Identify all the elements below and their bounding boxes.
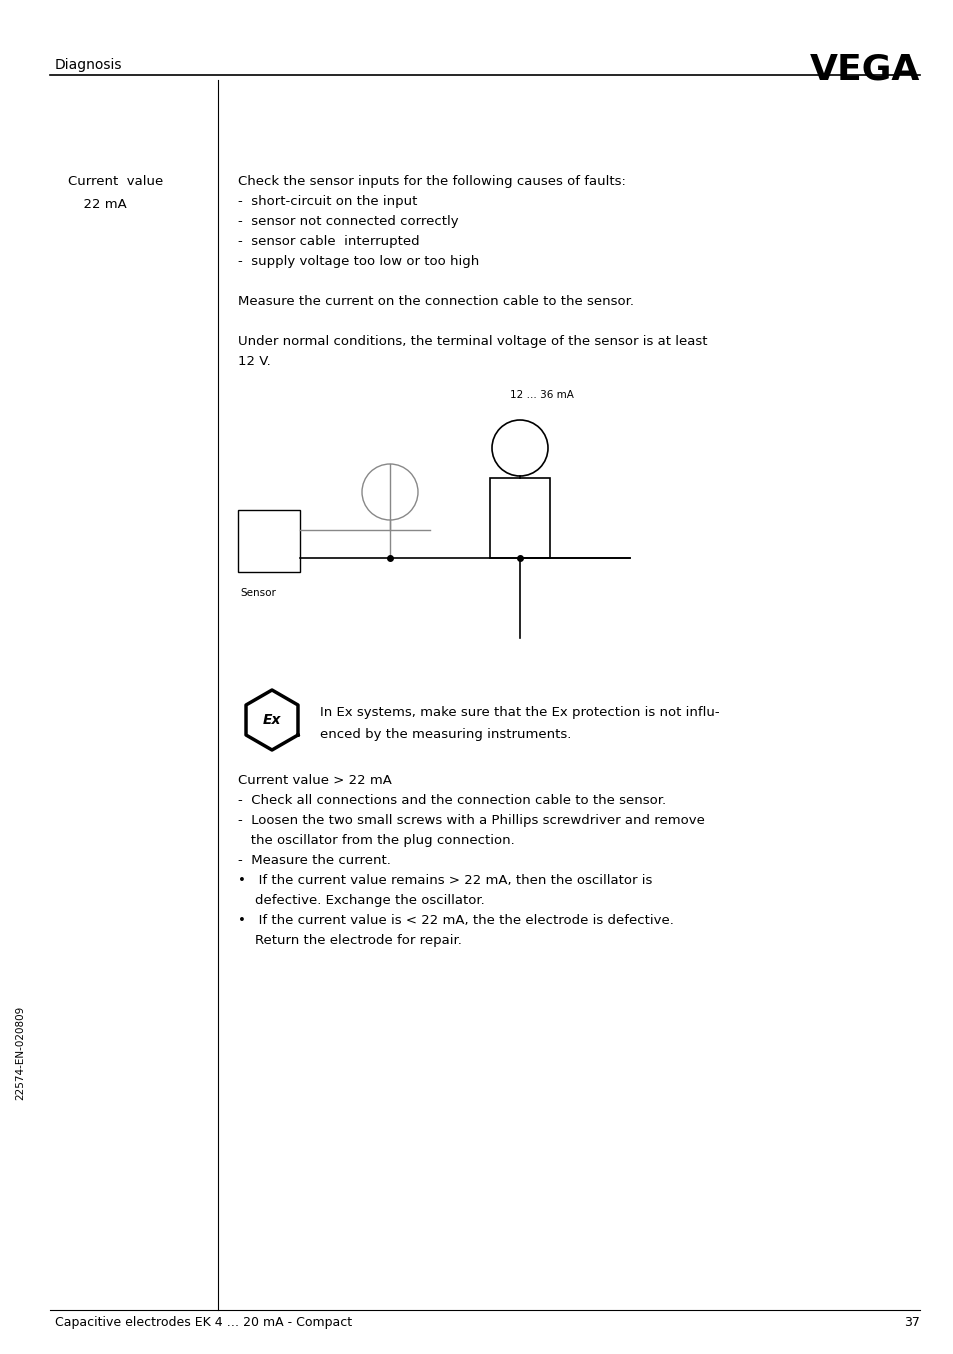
Text: -  sensor cable  interrupted: - sensor cable interrupted [237,236,419,248]
Text: Measure the current on the connection cable to the sensor.: Measure the current on the connection ca… [237,295,634,307]
Text: Return the electrode for repair.: Return the electrode for repair. [237,934,461,946]
Text: 22574-EN-020809: 22574-EN-020809 [15,1006,25,1099]
Text: -  Measure the current.: - Measure the current. [237,854,391,867]
Text: -  Check all connections and the connection cable to the sensor.: - Check all connections and the connecti… [237,793,665,807]
Text: Ex: Ex [262,714,281,727]
Text: 12 V.: 12 V. [237,355,271,368]
Text: -  supply voltage too low or too high: - supply voltage too low or too high [237,255,478,268]
Text: VEGA: VEGA [809,51,919,87]
Text: Check the sensor inputs for the following causes of faults:: Check the sensor inputs for the followin… [237,175,625,188]
Text: •   If the current value is < 22 mA, the the electrode is defective.: • If the current value is < 22 mA, the t… [237,914,673,927]
Text: 37: 37 [903,1316,919,1330]
Text: Diagnosis: Diagnosis [55,58,122,72]
Text: -  Loosen the two small screws with a Phillips screwdriver and remove: - Loosen the two small screws with a Phi… [237,814,704,827]
Text: -  sensor not connected correctly: - sensor not connected correctly [237,215,458,227]
Text: 22 mA: 22 mA [75,198,127,211]
Text: enced by the measuring instruments.: enced by the measuring instruments. [319,728,571,741]
Text: Current  value: Current value [68,175,163,188]
Text: Capacitive electrodes EK 4 … 20 mA - Compact: Capacitive electrodes EK 4 … 20 mA - Com… [55,1316,352,1330]
Text: -  short-circuit on the input: - short-circuit on the input [237,195,417,209]
Text: In Ex systems, make sure that the Ex protection is not influ-: In Ex systems, make sure that the Ex pro… [319,705,719,719]
Text: Current value > 22 mA: Current value > 22 mA [237,774,392,787]
Text: •   If the current value remains > 22 mA, then the oscillator is: • If the current value remains > 22 mA, … [237,873,652,887]
Text: Under normal conditions, the terminal voltage of the sensor is at least: Under normal conditions, the terminal vo… [237,334,707,348]
Bar [237,510,299,571]
Text: 12 … 36 mA: 12 … 36 mA [510,390,574,399]
Text: defective. Exchange the oscillator.: defective. Exchange the oscillator. [237,894,484,907]
Text: Sensor: Sensor [240,588,275,598]
Bar [490,478,550,558]
Text: the oscillator from the plug connection.: the oscillator from the plug connection. [237,834,515,848]
